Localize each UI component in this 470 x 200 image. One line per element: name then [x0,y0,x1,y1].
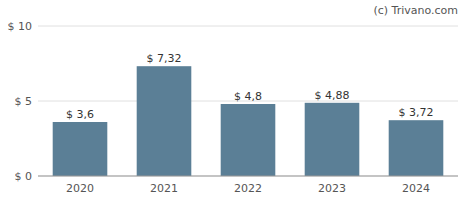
x-axis-line [38,176,458,177]
chart-svg: $ 0 $ 5 $ 10 2020 2021 2022 2023 2024 $ 3,6 $ 7,3… [0,0,470,200]
data-label: $ 4,8 [234,90,262,103]
bars [53,66,444,176]
x-tick-label: 2023 [318,182,346,195]
grid-line [38,176,458,177]
x-tick-label: 2021 [150,182,178,195]
data-label: $ 3,6 [66,108,94,121]
x-tick-label: 2020 [66,182,94,195]
y-tick-label: $ 0 [15,170,33,183]
y-grid [38,26,458,176]
grid-line [38,26,458,27]
bar [389,120,444,176]
page: {"chart_data": {"type": "bar", "annotati… [0,0,470,200]
bar [137,66,192,176]
data-label: $ 3,72 [399,106,434,119]
data-label: $ 7,32 [147,52,182,65]
bar [305,103,360,176]
chart-container: $ 0 $ 5 $ 10 2020 2021 2022 2023 2024 $ 3,6 $ 7,3… [0,0,470,200]
data-label: $ 4,88 [315,89,350,102]
x-tick-label: 2022 [234,182,262,195]
y-tick-label: $ 5 [15,95,33,108]
y-tick-label: $ 10 [8,20,33,33]
bar [53,122,108,176]
bar [221,104,276,176]
x-tick-label: 2024 [402,182,430,195]
watermark: (c) Trivano.com [373,4,458,17]
